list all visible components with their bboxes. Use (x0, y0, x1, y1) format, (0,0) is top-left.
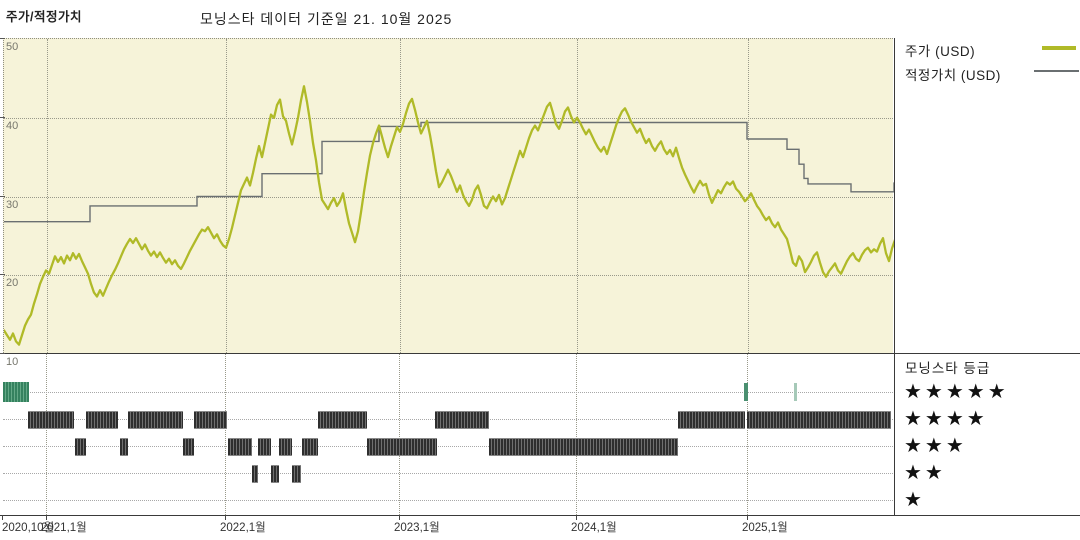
x-axis-tick-label: 2020,10월 (2, 522, 55, 534)
grid-line-rating-row (3, 446, 893, 447)
rating-bar-4star (28, 411, 74, 429)
x-axis-tick-label: 2023,1월 (394, 522, 440, 534)
rating-bar-2star (252, 465, 258, 483)
rating-legend-5-stars: ★★★★★ (904, 381, 1009, 403)
fair-value-line (4, 121, 894, 223)
legend-fair-value-label: 적정가치 (USD) (905, 68, 1001, 83)
rating-bar-3star (183, 438, 194, 456)
grid-line-y (4, 196, 893, 198)
y-axis-tick-label: 50 (6, 41, 19, 53)
rating-legend-4-stars: ★★★★ (904, 408, 988, 430)
x-axis-tick-label: 2024,1월 (571, 522, 617, 534)
rating-bar-4star (435, 411, 489, 429)
y-axis-tick-mark (0, 353, 5, 354)
y-axis-tick-label: 40 (6, 119, 19, 132)
grid-line-rating-row (3, 473, 893, 474)
y-axis-tick-mark (0, 38, 5, 39)
x-axis-tick-mark (2, 515, 3, 520)
grid-line-x (577, 39, 578, 353)
y-axis-tick-label: 10 (6, 356, 19, 368)
x-axis-line (0, 515, 1080, 516)
x-axis-tick-mark (576, 515, 577, 520)
y-axis-tick-label: 30 (6, 198, 19, 211)
rating-bar-3star (228, 438, 252, 456)
rating-bar-3star (302, 438, 318, 456)
grid-line-rating-row (3, 392, 893, 393)
rating-tick-5star (794, 383, 797, 401)
price-ratings-separator (0, 353, 1080, 354)
rating-bar-4star (86, 411, 118, 429)
grid-line-x (400, 39, 401, 353)
x-axis-tick-label: 2021,1월 (41, 522, 87, 534)
rating-bar-3star (120, 438, 128, 456)
grid-line-x (225, 353, 226, 515)
ratings-legend-title: 모닝스타 등급 (905, 361, 991, 376)
grid-line-x (399, 353, 400, 515)
chart-section-title: 주가/적정가치 (6, 10, 82, 24)
rating-bar-3star (258, 438, 271, 456)
y-axis-tick-mark (0, 116, 5, 118)
grid-line-x (747, 353, 748, 515)
chart-main-title: 모닝스타 데이터 기준일 21. 10월 2025 (200, 11, 453, 27)
rating-bar-2star (292, 465, 301, 483)
rating-bar-3star (279, 438, 292, 456)
rating-bar-4star (128, 411, 183, 429)
rating-bar-2star (271, 465, 279, 483)
rating-bar-3star (75, 438, 86, 456)
grid-line-rating-row (3, 500, 893, 501)
legend-price-swatch (1042, 46, 1076, 50)
grid-line-x (576, 353, 577, 515)
y-axis-tick-mark (0, 195, 5, 197)
legend-fair-value-swatch (1034, 70, 1079, 72)
x-axis-tick-mark (225, 515, 226, 520)
rating-legend-1-stars: ★ (904, 489, 925, 511)
rating-bar-5star (3, 382, 29, 402)
rating-bar-4star (318, 411, 367, 429)
x-axis-tick-label: 2025,1월 (742, 522, 788, 534)
rating-bar-4star (678, 411, 745, 429)
rating-bar-4star (194, 411, 227, 429)
grid-line-x (46, 353, 47, 515)
x-axis-tick-mark (399, 515, 400, 520)
rating-bar-3star (489, 438, 678, 456)
rating-legend-2-stars: ★★ (904, 462, 946, 484)
rating-bar-4star (747, 411, 891, 429)
x-axis-tick-mark (747, 515, 748, 520)
ratings-plot-area (3, 353, 893, 515)
grid-line-x (47, 39, 48, 353)
price-plot-area (3, 38, 894, 353)
rating-tick-5star (744, 383, 748, 401)
price-line (4, 85, 894, 346)
legend-price-label: 주가 (USD) (905, 44, 976, 59)
grid-line-y (4, 117, 893, 119)
x-axis-tick-mark (46, 515, 47, 520)
y-axis-tick-label: 20 (6, 277, 19, 290)
x-axis-tick-label: 2022,1월 (220, 522, 266, 534)
rating-legend-3-stars: ★★★ (904, 435, 967, 457)
y-axis-tick-mark (0, 274, 5, 276)
rating-bar-3star (367, 438, 437, 456)
grid-line-y (4, 275, 893, 277)
legend-panel-divider (894, 38, 895, 515)
